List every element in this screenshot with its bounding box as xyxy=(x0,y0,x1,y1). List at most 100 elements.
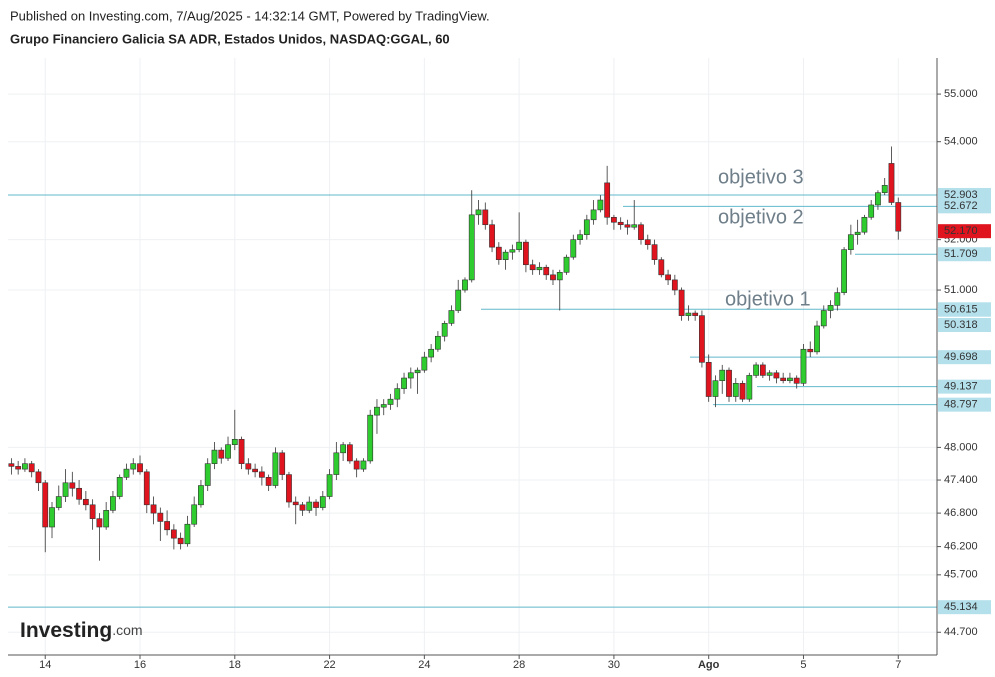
y-tick-label: 44.700 xyxy=(944,626,978,638)
candle-body xyxy=(306,501,313,511)
y-tick-label: 51.000 xyxy=(944,284,978,296)
candle-body xyxy=(516,241,523,250)
candle-body xyxy=(177,537,184,545)
level-label: 50.318 xyxy=(944,319,978,331)
candle-body xyxy=(495,246,502,260)
candle-body xyxy=(577,234,583,240)
candle-body xyxy=(597,199,604,211)
level-label: 51.709 xyxy=(944,248,978,260)
x-tick-label: 18 xyxy=(229,659,241,671)
candle-body xyxy=(583,219,590,235)
candle-body xyxy=(678,289,685,316)
candle-body xyxy=(22,463,28,470)
candle-body xyxy=(523,241,529,266)
grid xyxy=(8,58,937,655)
candle-body xyxy=(502,251,509,260)
candle-body xyxy=(570,239,577,258)
candle-body xyxy=(374,406,380,416)
candle-body xyxy=(712,380,719,397)
candle-body xyxy=(184,523,191,545)
candle-body xyxy=(895,202,902,232)
level-label: 50.615 xyxy=(944,304,978,316)
candle-body xyxy=(699,315,705,363)
candle-body xyxy=(313,501,319,508)
y-tick-label: 54.000 xyxy=(944,136,978,148)
candle-body xyxy=(780,377,787,381)
level-label-box xyxy=(938,350,991,365)
candle-body xyxy=(76,487,82,500)
candle-body xyxy=(123,468,130,478)
candle-body xyxy=(103,510,110,528)
candle-body xyxy=(861,216,868,233)
candle-body xyxy=(705,361,712,397)
logo-suffix: .com xyxy=(112,622,142,638)
candle-body xyxy=(482,209,489,226)
level-label: 45.134 xyxy=(944,601,978,613)
candle-body xyxy=(130,463,137,470)
candle-body xyxy=(617,221,624,226)
candle-body xyxy=(651,244,658,260)
candle-body xyxy=(191,504,198,525)
level-label: 49.137 xyxy=(944,381,978,393)
chart-title: Grupo Financiero Galicia SA ADR, Estados… xyxy=(10,31,450,46)
candle-body xyxy=(807,348,814,353)
candle-body xyxy=(353,460,360,470)
axis-labels: 55.00054.00052.00051.00048.00047.40046.8… xyxy=(39,88,991,671)
candle-body xyxy=(157,512,164,522)
level-label-box xyxy=(938,302,991,317)
candle-body xyxy=(292,501,299,506)
x-tick-label: 5 xyxy=(800,659,806,671)
candle-body xyxy=(475,209,482,216)
candle-body xyxy=(462,279,468,291)
candle-body xyxy=(346,444,353,462)
candle-body xyxy=(814,325,820,353)
candle-body xyxy=(543,266,550,276)
candle-body xyxy=(272,452,279,486)
candle-body xyxy=(671,279,678,291)
candle-body xyxy=(116,477,123,497)
annotation: objetivo 1 xyxy=(725,288,811,310)
candle-body xyxy=(746,375,753,400)
candle-body xyxy=(556,272,563,281)
candle-body xyxy=(82,498,89,506)
candle-body xyxy=(89,504,96,519)
candle-body xyxy=(211,449,218,464)
candle-body xyxy=(55,496,62,508)
candle-body xyxy=(252,468,259,473)
level-label-box xyxy=(938,247,991,262)
candle-body xyxy=(665,274,671,281)
candle-body xyxy=(753,364,759,376)
candle-body xyxy=(604,182,611,218)
candle-body xyxy=(875,192,881,206)
candle-body xyxy=(137,463,143,473)
candle-body xyxy=(624,224,631,228)
candle-body xyxy=(96,518,103,528)
level-label-box xyxy=(938,397,991,412)
candle-body xyxy=(834,292,841,306)
candle-body xyxy=(421,356,428,371)
candle-body xyxy=(258,471,265,478)
candle-body xyxy=(279,452,286,475)
logo: Investing.com xyxy=(20,619,143,642)
y-tick-label: 46.200 xyxy=(944,540,978,552)
candle-body xyxy=(380,404,387,408)
candle-body xyxy=(35,471,42,484)
published-line: Published on Investing.com, 7/Aug/2025 -… xyxy=(10,8,490,23)
candle-body xyxy=(631,224,638,228)
level-label-box xyxy=(938,187,991,202)
candle-body xyxy=(759,364,766,376)
candle-body xyxy=(658,259,665,276)
candle-body xyxy=(238,438,245,464)
candle-body xyxy=(820,310,827,327)
candle-body xyxy=(692,312,699,316)
x-tick-label: 16 xyxy=(134,659,146,671)
x-tick-label: 7 xyxy=(895,659,901,671)
candle-body xyxy=(319,496,326,508)
candle-body xyxy=(800,348,807,384)
y-tick-label: 55.000 xyxy=(944,88,978,100)
candle-body xyxy=(333,452,340,475)
candle-body xyxy=(787,377,793,381)
candle-body xyxy=(468,214,475,281)
